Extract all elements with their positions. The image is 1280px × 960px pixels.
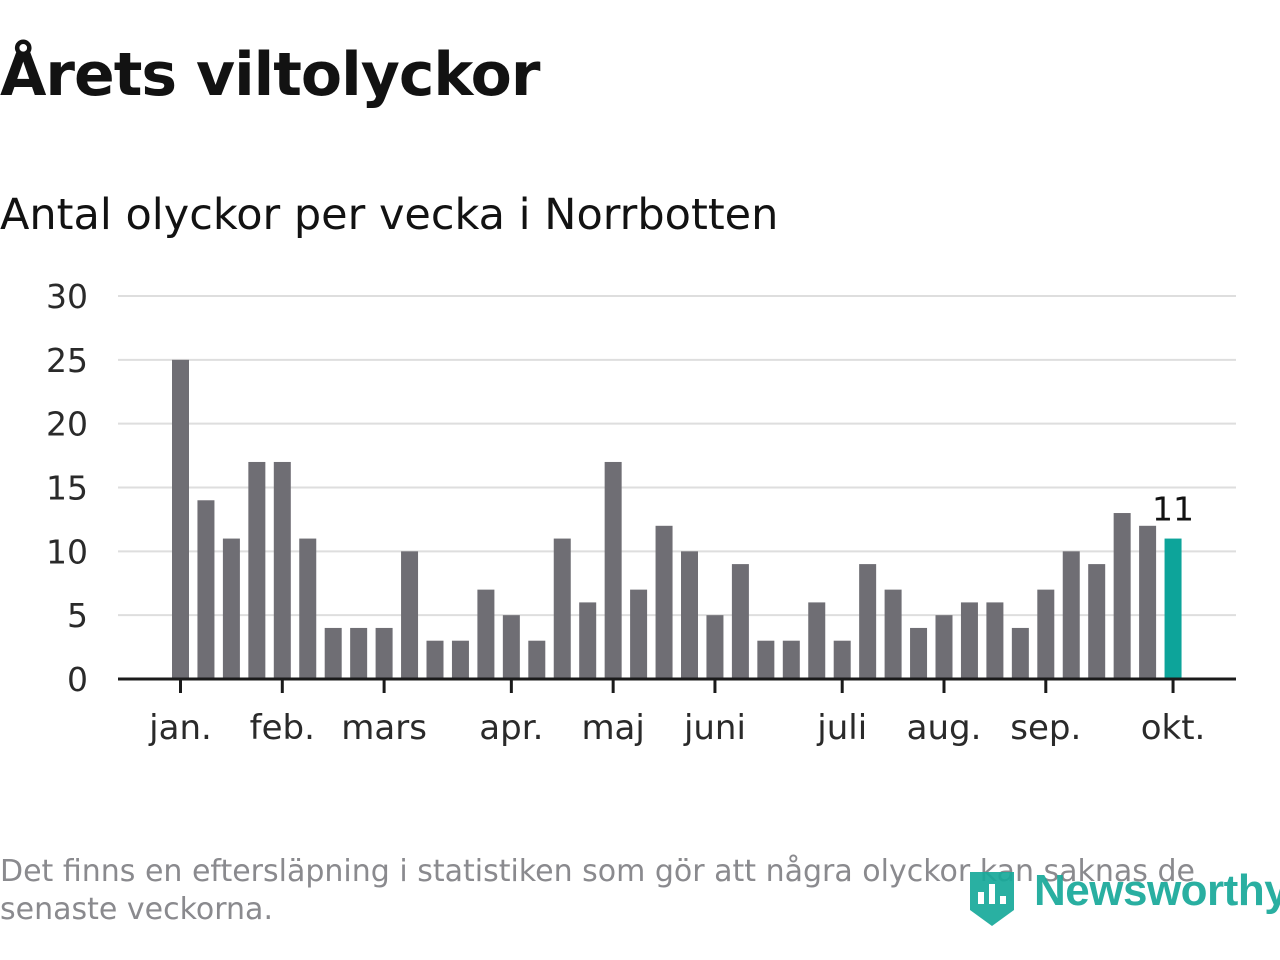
bar <box>1088 564 1106 679</box>
x-tick-label: maj <box>581 708 644 748</box>
bar <box>630 589 648 679</box>
bar <box>604 461 622 679</box>
bar-highlight <box>1164 538 1182 679</box>
bar <box>706 615 724 679</box>
y-tick-label: 25 <box>46 341 88 380</box>
y-axis-ticks: 0 5 10 15 20 25 30 <box>46 277 88 699</box>
bar <box>273 461 291 679</box>
data-label-latest: 11 <box>1152 490 1194 529</box>
bar <box>502 615 520 679</box>
bar <box>986 602 1004 679</box>
newsworthy-wordmark: Newsworthy <box>1034 866 1280 915</box>
bar <box>197 500 215 679</box>
x-tick-label: apr. <box>479 708 543 748</box>
bar <box>222 538 240 679</box>
bar <box>1011 627 1029 679</box>
data-labels: 11 <box>1152 490 1194 529</box>
newsworthy-icon <box>970 872 1014 926</box>
bar <box>528 640 546 679</box>
y-tick-label: 5 <box>67 596 88 635</box>
bar-chart: 0 5 10 15 20 25 30 jan. feb. mars apr. maj juni juli… <box>46 277 1236 748</box>
x-tick-label: mars <box>341 708 427 748</box>
bar <box>884 589 902 679</box>
bar <box>1062 551 1080 679</box>
y-tick-label: 30 <box>46 277 88 316</box>
bar <box>681 551 698 679</box>
bar <box>910 627 928 679</box>
bar <box>1139 525 1157 679</box>
bar <box>579 602 597 679</box>
bar <box>960 602 978 679</box>
bar <box>757 640 775 679</box>
x-tick-label: juli <box>816 708 867 748</box>
bar <box>350 627 368 679</box>
chart-title: Årets viltolyckor <box>0 40 540 110</box>
bar <box>731 564 749 679</box>
bar <box>1113 513 1131 679</box>
bar <box>553 538 571 679</box>
bar <box>833 640 851 679</box>
bar <box>426 640 444 679</box>
x-tick-label: juni <box>683 708 746 748</box>
x-tick-label: okt. <box>1141 708 1206 748</box>
x-tick-label: aug. <box>907 708 982 748</box>
y-tick-label: 0 <box>67 660 88 699</box>
bar <box>248 461 266 679</box>
x-tick-label: sep. <box>1010 708 1081 748</box>
y-tick-label: 10 <box>46 532 88 571</box>
bar <box>808 602 826 679</box>
bar <box>782 640 800 679</box>
bar <box>1037 589 1055 679</box>
bar <box>324 627 342 679</box>
bars <box>172 359 1182 679</box>
footnote: Det finns en eftersläpning i statistiken… <box>0 854 1195 927</box>
chart-subtitle: Antal olyckor per vecka i Norrbotten <box>0 190 779 240</box>
y-tick-label: 15 <box>46 469 88 508</box>
bar <box>655 525 673 679</box>
x-tick-label: jan. <box>148 708 212 748</box>
x-axis: jan. feb. mars apr. maj juni juli aug. sep. okt. <box>118 677 1236 748</box>
y-tick-label: 20 <box>46 405 88 444</box>
bar <box>935 615 953 679</box>
bar <box>401 551 419 679</box>
bar <box>375 627 393 679</box>
x-tick-label: feb. <box>250 708 315 748</box>
bar <box>299 538 317 679</box>
bar <box>172 359 189 679</box>
bar <box>451 640 469 679</box>
bar <box>859 564 877 679</box>
bar <box>477 589 495 679</box>
newsworthy-logo: Newsworthy <box>962 858 1280 930</box>
